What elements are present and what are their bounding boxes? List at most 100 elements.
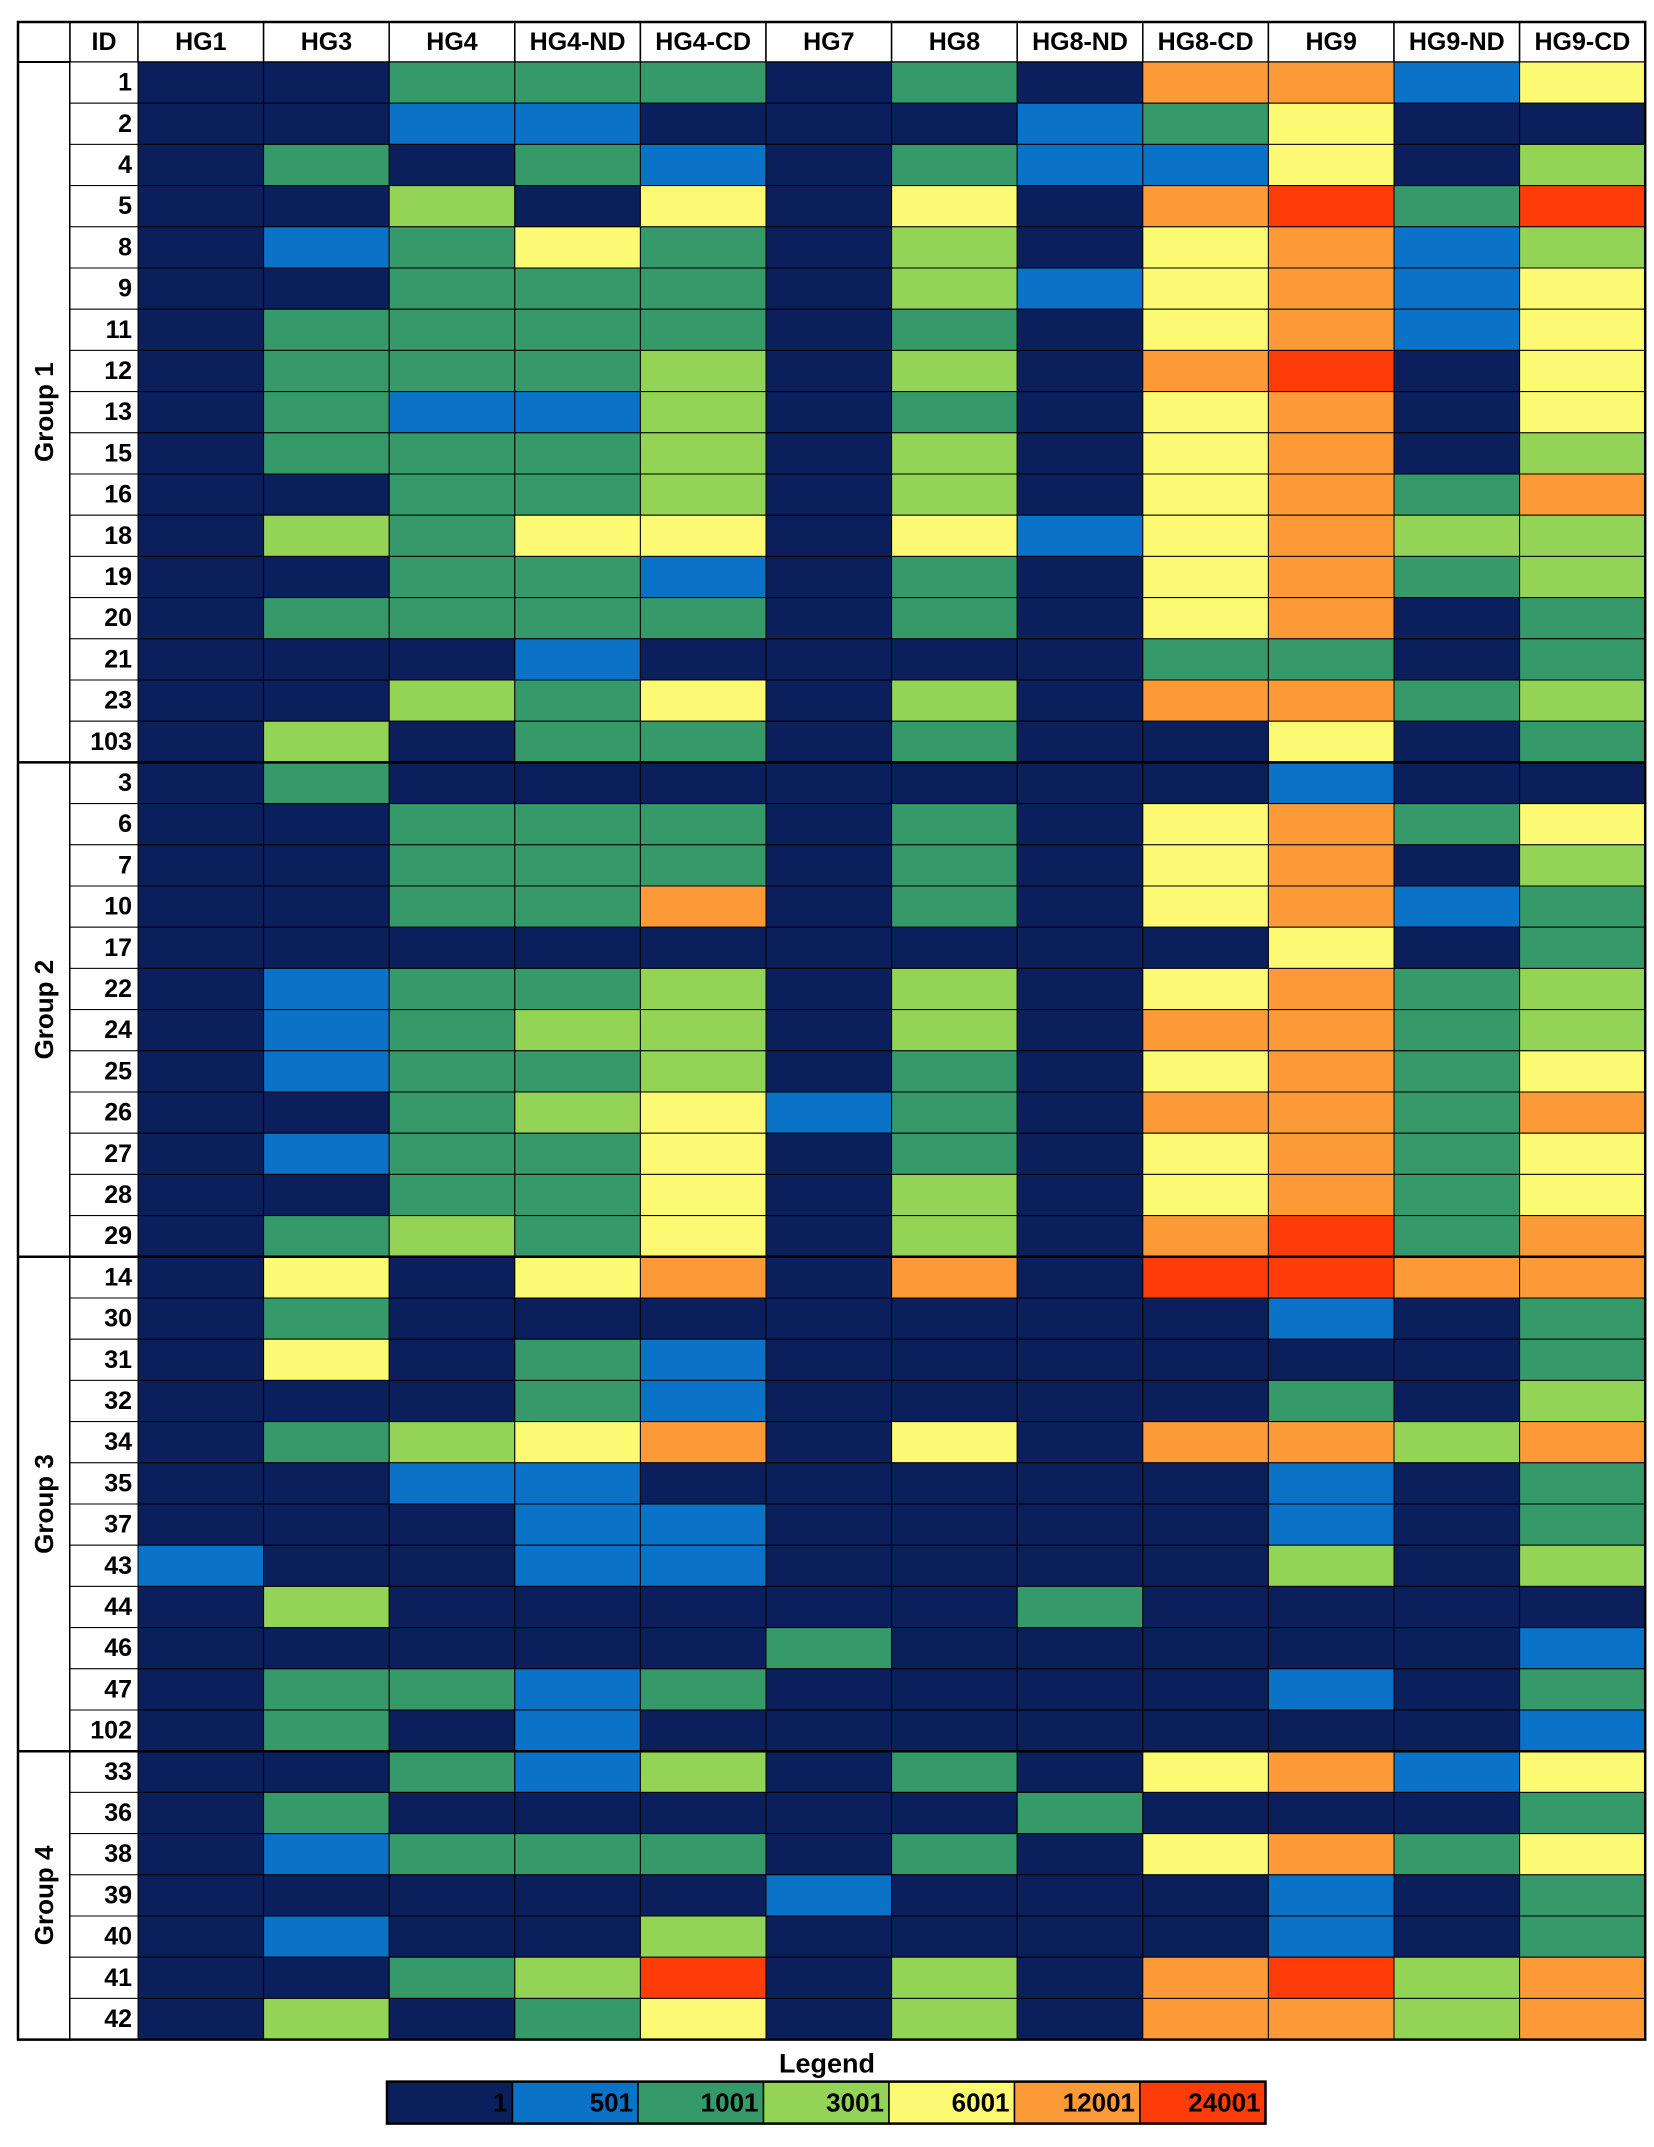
heatmap-cell — [1142, 473, 1269, 516]
heatmap-cell — [1016, 1668, 1144, 1711]
heatmap-cell — [1016, 1544, 1144, 1587]
heatmap-cell — [1016, 1050, 1144, 1093]
heatmap-cell — [1393, 638, 1521, 681]
heatmap-cell — [1016, 1009, 1144, 1052]
heatmap-cell — [1016, 1379, 1144, 1423]
heatmap-cell — [765, 1132, 893, 1175]
heatmap-cell — [891, 514, 1018, 557]
heatmap-cell — [514, 432, 641, 475]
heatmap-cell — [891, 1627, 1018, 1670]
heatmap-cell — [1519, 432, 1646, 475]
heatmap-cell — [388, 1874, 516, 1917]
heatmap-cell — [639, 226, 767, 269]
heatmap-cell — [514, 720, 641, 763]
heatmap-cell — [137, 555, 265, 599]
heatmap-cell — [263, 1462, 390, 1505]
heatmap-cell — [1267, 1915, 1395, 1958]
heatmap-cell — [891, 926, 1018, 969]
heatmap-cell — [1267, 1833, 1395, 1876]
row-id-cell — [69, 349, 139, 393]
heatmap-cell — [1142, 1709, 1269, 1752]
heatmap-cell — [765, 1997, 893, 2041]
row-id: 23 — [104, 687, 132, 715]
heatmap-cell — [388, 1009, 516, 1052]
heatmap-cell — [514, 267, 641, 310]
heatmap-cell — [1267, 185, 1395, 228]
row-id-cell — [69, 926, 139, 969]
heatmap-cell — [891, 473, 1018, 516]
heatmap-cell — [891, 1379, 1018, 1423]
heatmap-cell — [891, 1503, 1018, 1546]
heatmap-cell — [765, 1421, 893, 1464]
heatmap-cell — [137, 926, 265, 969]
column-header: HG4-ND — [530, 28, 626, 56]
heatmap-cell — [1016, 349, 1144, 393]
heatmap-cell — [137, 1791, 265, 1835]
heatmap-cell — [1016, 1173, 1144, 1217]
heatmap-cell — [263, 1750, 390, 1793]
heatmap-cell — [639, 267, 767, 310]
group-label: Group 4 — [29, 1845, 59, 1945]
heatmap-cell — [1142, 1627, 1269, 1670]
heatmap-cell — [514, 391, 641, 434]
column-header-cell — [1142, 21, 1270, 63]
heatmap-cell — [514, 761, 641, 805]
legend-swatch — [637, 2080, 765, 2125]
heatmap-cell — [1016, 102, 1144, 145]
heatmap-cell — [1519, 638, 1646, 681]
heatmap-cell — [388, 1091, 516, 1134]
heatmap-cell — [388, 1915, 516, 1958]
heatmap-cell — [765, 761, 893, 805]
heatmap-cell — [639, 1050, 767, 1093]
heatmap-cell — [1267, 308, 1395, 351]
heatmap-cell — [891, 555, 1018, 599]
heatmap-cell — [1016, 885, 1144, 928]
heatmap-cell — [891, 1791, 1018, 1835]
heatmap-cell — [765, 1379, 893, 1423]
legend-label: 6001 — [952, 2088, 1010, 2118]
heatmap-cell — [263, 1874, 390, 1917]
heatmap-cell — [639, 967, 767, 1011]
heatmap-cell — [137, 349, 265, 393]
row-id-cell — [69, 226, 139, 269]
heatmap-cell — [1142, 267, 1269, 310]
heatmap-cell — [388, 1215, 516, 1258]
heatmap-cell — [137, 1462, 265, 1505]
heatmap-cell — [263, 514, 390, 557]
heatmap-cell — [639, 1874, 767, 1917]
heatmap-cell — [1142, 391, 1269, 434]
heatmap-cell — [1016, 391, 1144, 434]
heatmap-cell — [388, 267, 516, 310]
heatmap-cell — [1393, 679, 1521, 722]
heatmap-cell — [1016, 638, 1144, 681]
heatmap-cell — [1519, 1379, 1646, 1423]
heatmap-cell — [1142, 432, 1269, 475]
heatmap-cell — [765, 967, 893, 1011]
heatmap-cell — [514, 1338, 641, 1381]
heatmap-cell — [765, 226, 893, 269]
heatmap-cell — [1267, 1750, 1395, 1793]
heatmap-cell — [1519, 102, 1646, 145]
heatmap-cell — [388, 102, 516, 145]
heatmap-cell — [1267, 1338, 1395, 1381]
heatmap-cell — [1393, 1544, 1521, 1587]
row-id-cell — [69, 1050, 139, 1093]
heatmap-cell — [263, 597, 390, 640]
heatmap-cell — [137, 1833, 265, 1876]
heatmap-cell — [1016, 967, 1144, 1011]
heatmap-cell — [1267, 1256, 1395, 1299]
heatmap-cell — [1393, 1297, 1521, 1340]
heatmap-cell — [891, 61, 1018, 104]
heatmap-cell — [639, 61, 767, 104]
row-id: 40 — [104, 1923, 132, 1951]
heatmap-cell — [639, 473, 767, 516]
heatmap-cell — [891, 1215, 1018, 1258]
heatmap-cell — [1519, 391, 1646, 434]
heatmap-cell — [1267, 844, 1395, 887]
heatmap-cell — [891, 1709, 1018, 1752]
heatmap-cell — [263, 1421, 390, 1464]
heatmap-cell — [388, 1338, 516, 1381]
heatmap-cell — [514, 679, 641, 722]
heatmap-cell — [891, 102, 1018, 145]
heatmap-cell — [263, 1379, 390, 1423]
